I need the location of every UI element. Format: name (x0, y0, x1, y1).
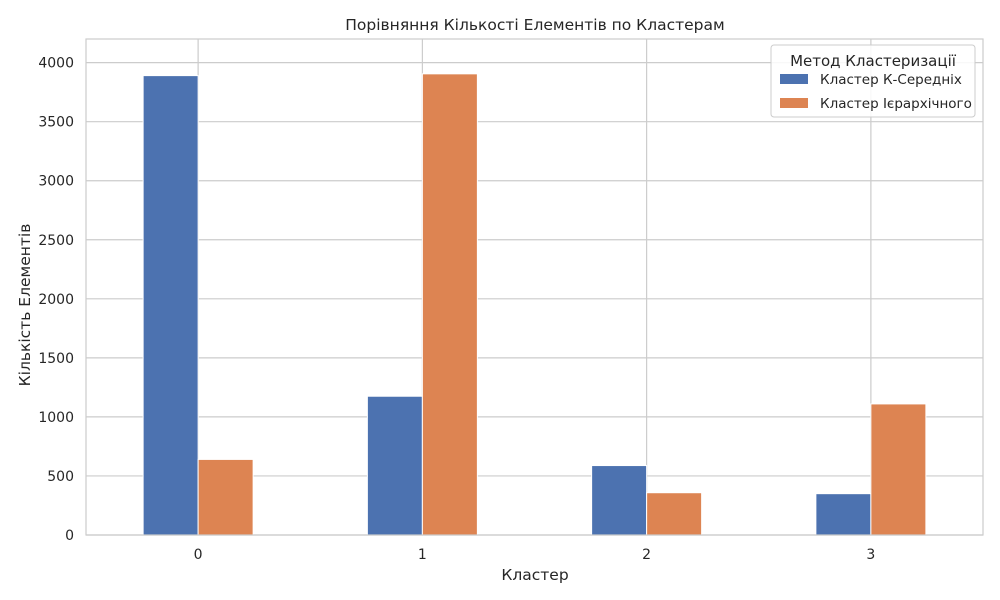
bar-series-1-cluster-1 (421, 73, 478, 536)
bar-series-0-cluster-3 (815, 493, 872, 536)
x-tick-labels: 0 1 2 3 (194, 547, 876, 563)
y-tick-label: 2000 (38, 292, 74, 308)
y-tick-label: 4000 (38, 56, 74, 72)
y-tick-label: 0 (65, 528, 74, 544)
bars (142, 73, 927, 536)
y-tick-label: 1500 (38, 351, 74, 367)
x-tick-label: 2 (642, 547, 651, 563)
bar-series-1-cluster-3 (870, 403, 927, 536)
y-tick-label: 3000 (38, 174, 74, 190)
bar-series-1-cluster-0 (197, 458, 254, 536)
y-tick-label: 500 (47, 469, 74, 485)
y-tick-label: 2500 (38, 233, 74, 249)
x-tick-label: 3 (866, 547, 875, 563)
legend-box (770, 44, 976, 118)
bar-series-1-cluster-2 (646, 492, 703, 536)
bar-series-0-cluster-2 (591, 465, 648, 536)
bar-series-0-cluster-0 (142, 75, 199, 536)
x-axis-label: Кластер (501, 566, 568, 584)
y-tick-labels: 0 500 1000 1500 2000 2500 3000 3500 4000 (38, 56, 74, 544)
y-tick-label: 1000 (38, 410, 74, 426)
x-tick-label: 1 (418, 547, 427, 563)
chart-title: Порівняння Кількості Елементів по Класте… (345, 16, 724, 34)
legend: Метод Кластеризації Кластер К-Середніх К… (770, 44, 976, 118)
legend-label-k-means: Кластер К-Середніх (820, 72, 962, 88)
legend-swatch-hierarchical (780, 98, 808, 108)
legend-swatch-k-means (780, 74, 808, 84)
y-axis-label: Кількість Елементів (16, 224, 34, 387)
legend-label-hierarchical: Кластер Ієрархічного (820, 96, 972, 112)
y-tick-label: 3500 (38, 115, 74, 131)
x-tick-label: 0 (194, 547, 203, 563)
plot-frame (85, 38, 984, 536)
bar-series-0-cluster-1 (366, 395, 423, 536)
legend-title: Метод Кластеризації (790, 52, 957, 70)
